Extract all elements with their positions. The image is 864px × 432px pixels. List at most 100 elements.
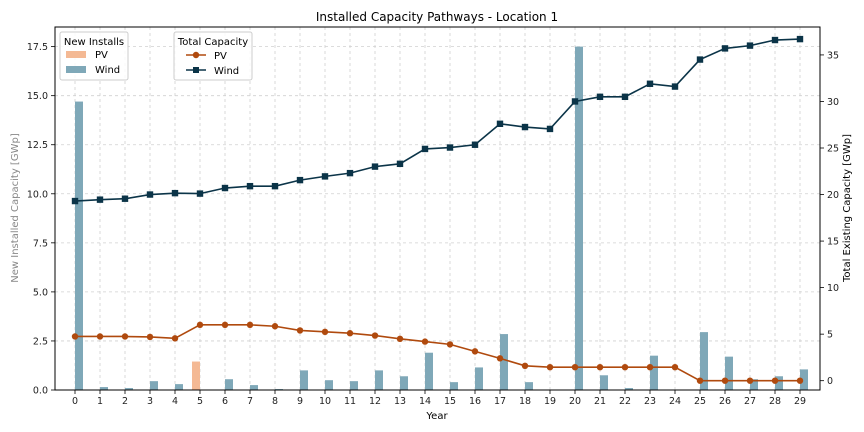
x-tick-label: 20	[569, 396, 581, 407]
y-right-tick-label: 30	[827, 97, 839, 108]
x-tick-label: 4	[172, 396, 178, 407]
y-left-tick-label: 2.5	[33, 336, 48, 347]
marker-wind	[646, 80, 654, 87]
bar-wind	[400, 376, 408, 390]
legend-new-installs: New Installs PV Wind	[59, 31, 129, 81]
legend-marker-pv-line	[192, 51, 200, 59]
marker-pv	[446, 341, 454, 348]
x-tick-label: 6	[222, 396, 228, 407]
bar-wind	[125, 388, 133, 390]
marker-pv	[571, 363, 579, 371]
marker-pv	[746, 377, 754, 384]
marker-wind	[246, 182, 254, 190]
bar-wind	[225, 379, 233, 390]
y-left-tick-label: 12.5	[27, 140, 48, 151]
marker-pv	[521, 362, 529, 369]
y-left-tick-label: 15.0	[27, 91, 48, 102]
bars	[75, 46, 808, 391]
marker-wind	[146, 191, 154, 198]
x-tick-label: 25	[694, 396, 706, 407]
marker-wind	[421, 145, 429, 153]
y-left-tick-label: 0.0	[33, 386, 48, 397]
x-tick-label: 15	[444, 396, 456, 407]
x-tick-label: 19	[544, 396, 556, 407]
bar-wind	[325, 380, 333, 390]
marker-pv	[271, 323, 279, 330]
x-tick-label: 21	[594, 396, 606, 407]
x-tick-label: 23	[644, 396, 656, 407]
bar-wind	[700, 332, 708, 390]
bar-wind	[775, 376, 783, 390]
marker-wind	[271, 182, 279, 190]
lines	[71, 35, 804, 384]
bar-wind	[725, 356, 733, 390]
x-axis: 0 1 2 3 4 5 6 7 8 9 10 11 12 13 14 15 16 17 18 19 20 21 22 23 24…	[72, 390, 806, 407]
marker-wind	[446, 144, 454, 151]
y-right-tick-label: 25	[827, 144, 839, 155]
marker-wind	[71, 197, 79, 205]
y-right-tick-label: 15	[827, 237, 839, 248]
marker-pv	[396, 335, 404, 343]
marker-wind	[296, 176, 304, 184]
bar-wind	[300, 370, 308, 390]
line-wind	[74, 38, 801, 202]
marker-pv	[471, 348, 479, 355]
marker-pv	[121, 333, 129, 340]
marker-wind	[371, 163, 379, 170]
marker-pv	[346, 330, 354, 337]
marker-pv	[696, 377, 704, 384]
x-tick-label: 12	[369, 396, 381, 407]
marker-pv	[171, 335, 179, 342]
legend-label-pv-bar: PV	[95, 50, 108, 61]
marker-pv	[371, 332, 379, 339]
marker-pv	[321, 328, 329, 336]
marker-wind	[671, 83, 679, 90]
marker-pv	[96, 333, 104, 340]
x-tick-label: 27	[744, 396, 756, 407]
marker-pv	[546, 363, 554, 371]
bar-wind	[500, 334, 508, 390]
marker-wind	[346, 169, 354, 177]
bar-wind	[475, 367, 483, 390]
bar-wind	[250, 385, 258, 390]
marker-pv	[246, 321, 254, 329]
bar-wind	[150, 381, 158, 390]
y-right-tick-label: 10	[827, 283, 839, 294]
marker-wind	[396, 160, 404, 168]
marker-wind	[696, 56, 704, 63]
marker-wind	[521, 123, 529, 131]
x-tick-label: 26	[719, 396, 731, 407]
legend-marker-wind-line	[193, 67, 199, 73]
y-left-tick-label: 17.5	[27, 42, 48, 53]
marker-wind	[221, 184, 229, 192]
x-tick-label: 24	[669, 396, 681, 407]
x-tick-label: 22	[619, 396, 631, 407]
marker-wind	[546, 125, 554, 133]
legend-total-capacity: Total Capacity PV Wind	[173, 31, 253, 81]
legend-total-capacity-title: Total Capacity	[177, 37, 248, 48]
x-tick-label: 14	[419, 396, 431, 407]
y-right-tick-label: 5	[827, 330, 833, 341]
bar-wind	[600, 375, 608, 390]
bar-wind	[625, 388, 633, 390]
x-tick-label: 28	[769, 396, 781, 407]
marker-pv	[646, 363, 654, 371]
marker-wind	[496, 120, 504, 127]
bar-wind	[800, 369, 808, 390]
marker-pv	[196, 321, 204, 329]
bar-wind	[350, 381, 358, 390]
marker-wind	[721, 45, 729, 52]
y-right-tick-label: 20	[827, 190, 839, 201]
marker-wind	[171, 189, 179, 197]
bar-wind	[450, 382, 458, 390]
legend-swatch-pv-bar	[66, 51, 86, 58]
marker-wind	[471, 141, 479, 148]
legend-label-pv-line: PV	[214, 51, 227, 62]
legend-label-wind-line: Wind	[214, 66, 239, 77]
x-tick-label: 8	[272, 396, 278, 407]
legend-label-wind-bar: Wind	[95, 65, 120, 76]
marker-pv	[796, 377, 804, 384]
marker-wind	[321, 173, 329, 180]
x-tick-label: 16	[469, 396, 481, 407]
marker-pv	[771, 377, 779, 384]
